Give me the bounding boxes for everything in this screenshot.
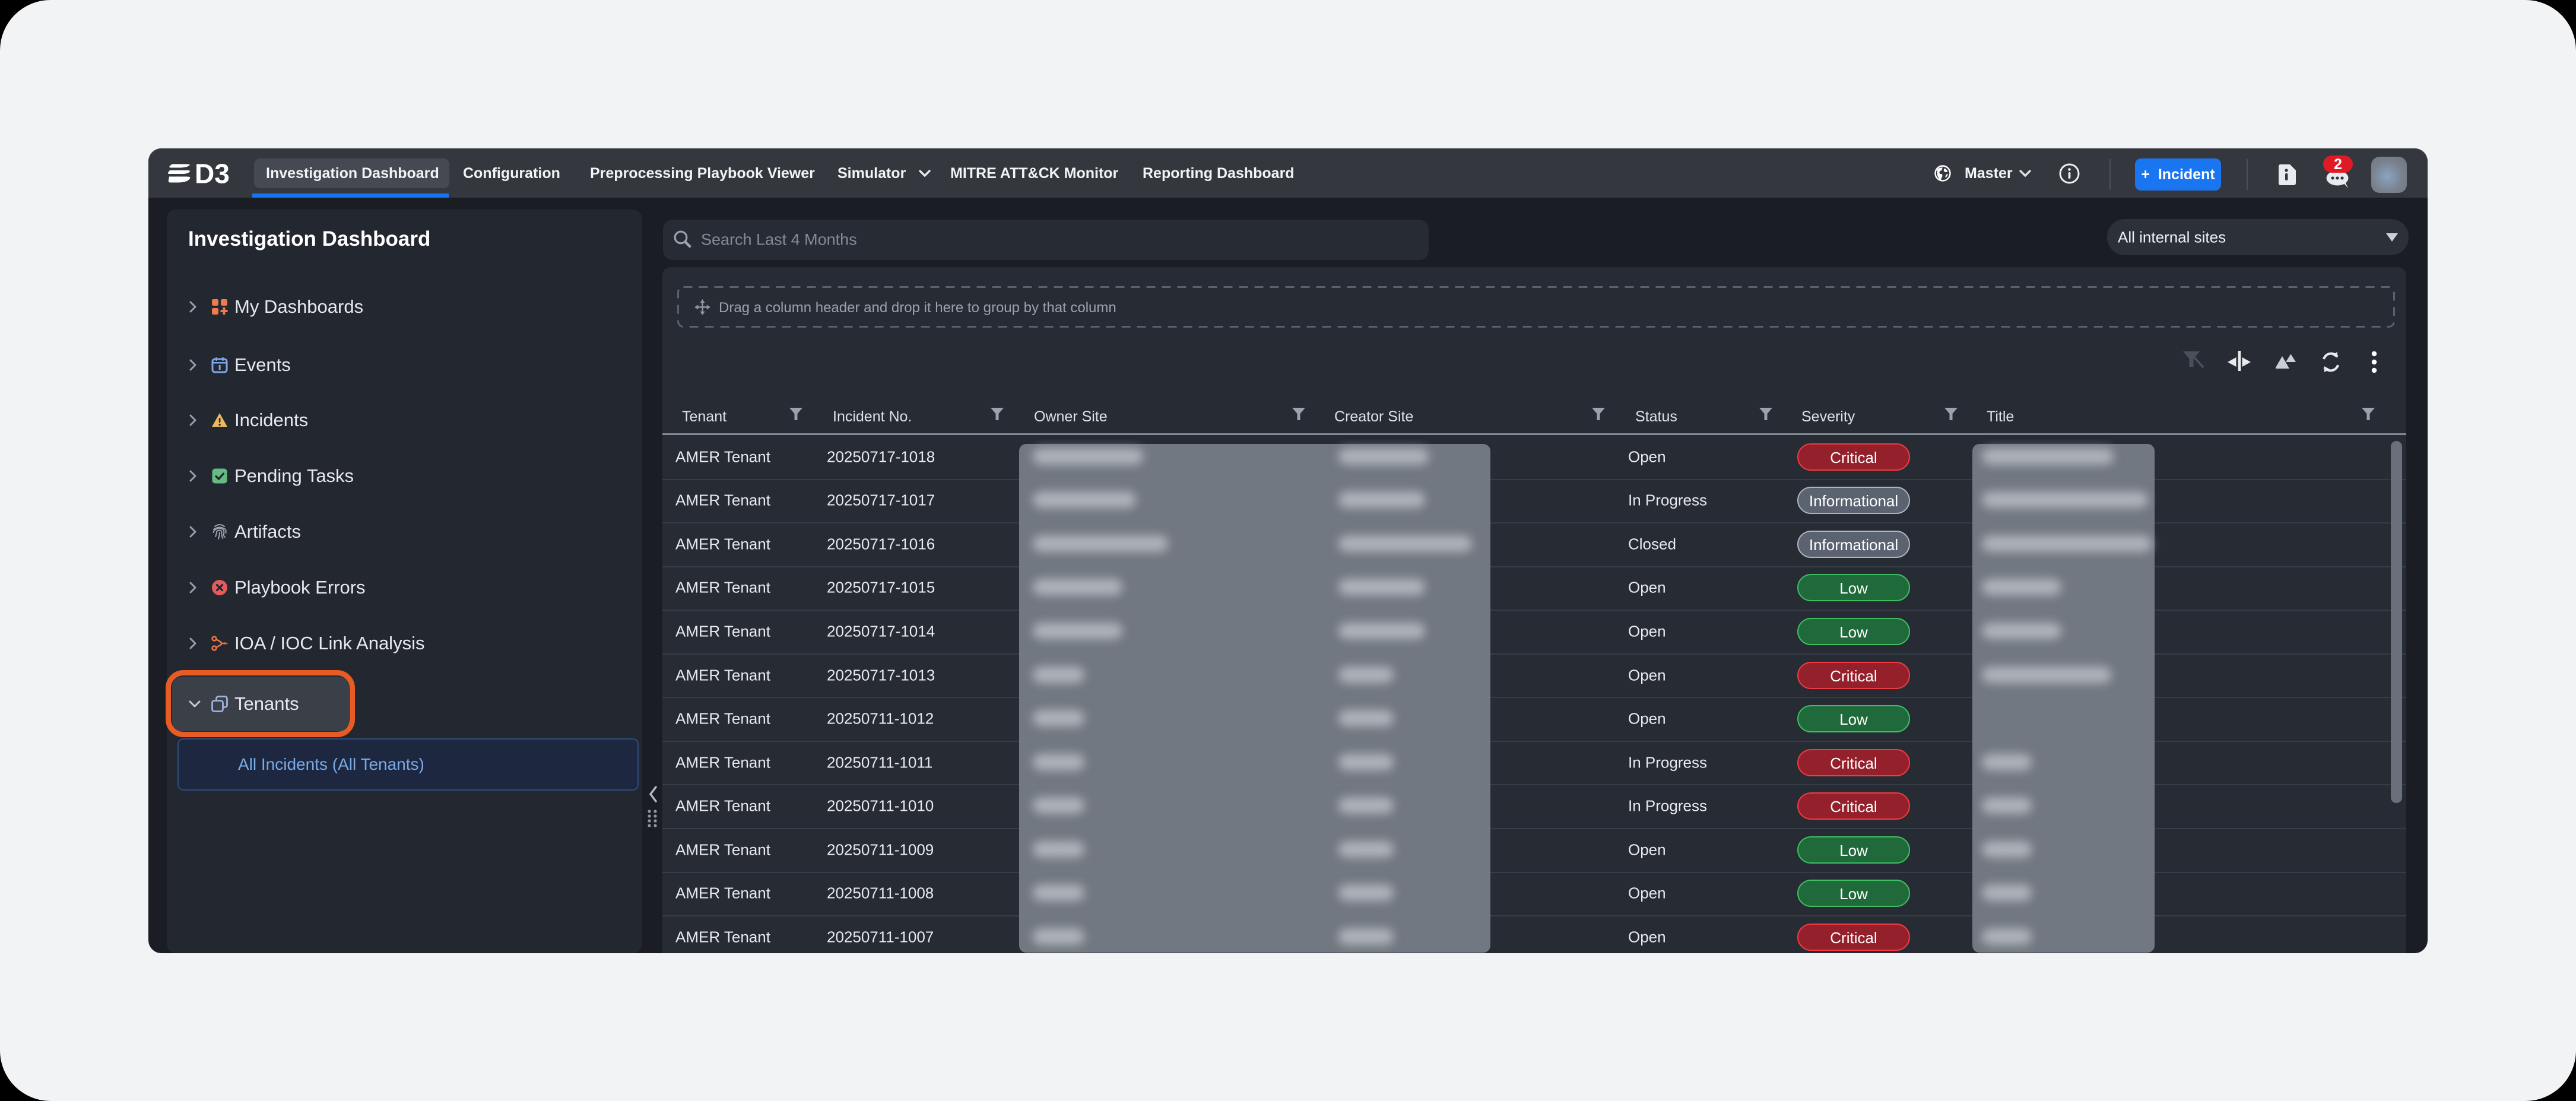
svg-text:D3: D3: [195, 164, 230, 184]
svg-text:2: 2: [2334, 156, 2342, 173]
